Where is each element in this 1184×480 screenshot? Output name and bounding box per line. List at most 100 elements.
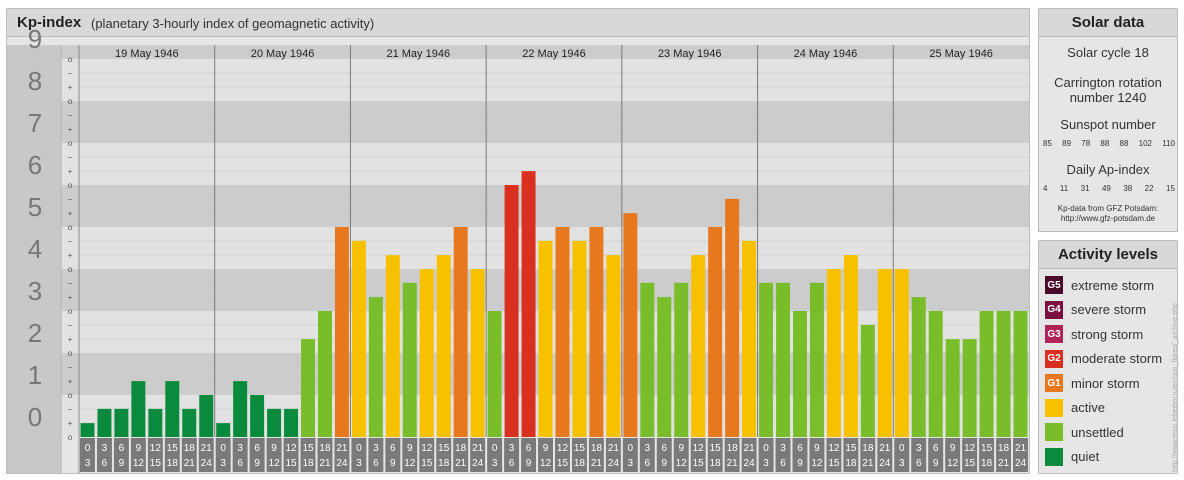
interval-cell — [453, 438, 469, 472]
day-label: 23 May 1946 — [658, 48, 722, 60]
interval-end-label: 3 — [220, 458, 226, 469]
kp-bar — [114, 408, 129, 437]
interval-end-label: 9 — [254, 458, 260, 469]
kp-bar — [453, 227, 468, 437]
interval-cell — [266, 438, 282, 472]
kp-bar — [521, 171, 536, 437]
kp-level-label: 3 — [28, 276, 42, 306]
kp-bar — [436, 255, 451, 437]
interval-start-label: 0 — [763, 443, 769, 454]
interval-start-label: 18 — [591, 443, 603, 454]
kp-bar — [165, 381, 180, 437]
interval-end-label: 12 — [404, 458, 416, 469]
activity-level-item: G2 moderate storm — [1045, 349, 1162, 369]
kp-third-marker: − — [68, 69, 73, 78]
interval-end-label: 21 — [727, 458, 739, 469]
kp-bar — [470, 269, 485, 437]
interval-start-label: 15 — [981, 443, 993, 454]
interval-start-label: 0 — [899, 443, 905, 454]
interval-cell — [215, 438, 231, 472]
sunspot-value: 85 — [1043, 139, 1052, 148]
kp-level-label: 2 — [28, 318, 42, 348]
kp-bar — [843, 255, 858, 437]
chart-subtitle: (planetary 3-hourly index of geomagnetic… — [91, 16, 375, 31]
interval-end-label: 9 — [797, 458, 803, 469]
ap-values: 4 11 31 49 38 22 15 — [1043, 184, 1175, 193]
interval-end-label: 15 — [285, 458, 297, 469]
interval-end-label: 12 — [540, 458, 552, 469]
interval-end-label: 12 — [676, 458, 688, 469]
kp-third-marker: − — [68, 321, 73, 330]
interval-start-label: 0 — [492, 443, 498, 454]
interval-end-label: 15 — [828, 458, 840, 469]
kp-bar — [487, 311, 502, 437]
interval-start-label: 3 — [373, 443, 379, 454]
interval-start-label: 18 — [862, 443, 874, 454]
activity-level-swatch — [1045, 447, 1063, 466]
kp-bar — [759, 282, 774, 437]
interval-end-label: 9 — [119, 458, 125, 469]
interval-start-label: 12 — [285, 443, 297, 454]
interval-start-label: 18 — [998, 443, 1010, 454]
kp-bar — [945, 339, 960, 437]
kp-third-marker: + — [68, 335, 73, 344]
interval-end-label: 24 — [608, 458, 620, 469]
interval-cell — [826, 438, 842, 472]
interval-start-label: 3 — [509, 443, 515, 454]
interval-end-label: 24 — [201, 458, 213, 469]
kp-bar — [793, 311, 807, 437]
kp-bar — [640, 282, 655, 437]
interval-cell — [521, 438, 537, 472]
day-label: 19 May 1946 — [115, 48, 179, 60]
watermark: http://www.tesis.lebedev.ru/en/sun_flare… — [1172, 303, 1179, 472]
kp-bar — [148, 408, 163, 437]
kp-chart-panel: Kp-index (planetary 3-hourly index of ge… — [6, 8, 1030, 474]
kp-bar — [538, 240, 553, 437]
interval-start-label: 0 — [220, 443, 226, 454]
ap-value: 31 — [1080, 184, 1090, 193]
activity-level-item: G5 extreme storm — [1045, 275, 1154, 295]
interval-cell — [249, 438, 265, 472]
activity-level-item: G4 severe storm — [1045, 300, 1146, 320]
interval-start-label: 3 — [237, 443, 243, 454]
ap-title: Daily Ap-index — [1066, 162, 1150, 177]
interval-end-label: 18 — [981, 458, 993, 469]
interval-cell — [690, 438, 706, 472]
kp-bar — [250, 395, 265, 437]
interval-cell — [232, 438, 248, 472]
interval-start-label: 21 — [744, 443, 756, 454]
interval-end-label: 18 — [438, 458, 450, 469]
kp-band — [7, 45, 1029, 59]
interval-start-label: 9 — [271, 443, 277, 454]
interval-cell — [80, 438, 95, 472]
interval-cell — [419, 438, 435, 472]
day-label: 25 May 1946 — [929, 48, 993, 60]
interval-end-label: 6 — [645, 458, 651, 469]
chart-title: Kp-index — [17, 14, 82, 31]
kp-third-marker: o — [68, 139, 73, 148]
kp-bar — [979, 311, 994, 437]
solar-data-panel: Solar data Solar cycle 18 Carrington rot… — [1038, 8, 1178, 232]
interval-end-label: 15 — [557, 458, 569, 469]
interval-start-label: 12 — [828, 443, 840, 454]
interval-start-label: 3 — [780, 443, 786, 454]
interval-end-label: 24 — [879, 458, 891, 469]
kp-bar — [368, 297, 383, 437]
activity-level-label: severe storm — [1071, 302, 1147, 317]
solar-data-title: Solar data — [1039, 9, 1177, 37]
interval-start-label: 9 — [543, 443, 549, 454]
sunspot-title: Sunspot number — [1060, 117, 1156, 132]
interval-start-label: 6 — [119, 443, 125, 454]
carrington-line-1: Carrington rotation — [1054, 75, 1162, 90]
interval-start-label: 21 — [1015, 443, 1027, 454]
interval-end-label: 18 — [167, 458, 179, 469]
interval-start-label: 12 — [421, 443, 433, 454]
kp-bar — [97, 408, 112, 437]
interval-end-label: 3 — [85, 458, 91, 469]
kp-bar — [589, 227, 604, 437]
chart-header: Kp-index (planetary 3-hourly index of ge… — [7, 9, 1029, 37]
interval-end-label: 3 — [899, 458, 905, 469]
day-label: 22 May 1946 — [522, 48, 586, 60]
kp-bar — [385, 255, 400, 437]
interval-cell — [1013, 438, 1028, 472]
